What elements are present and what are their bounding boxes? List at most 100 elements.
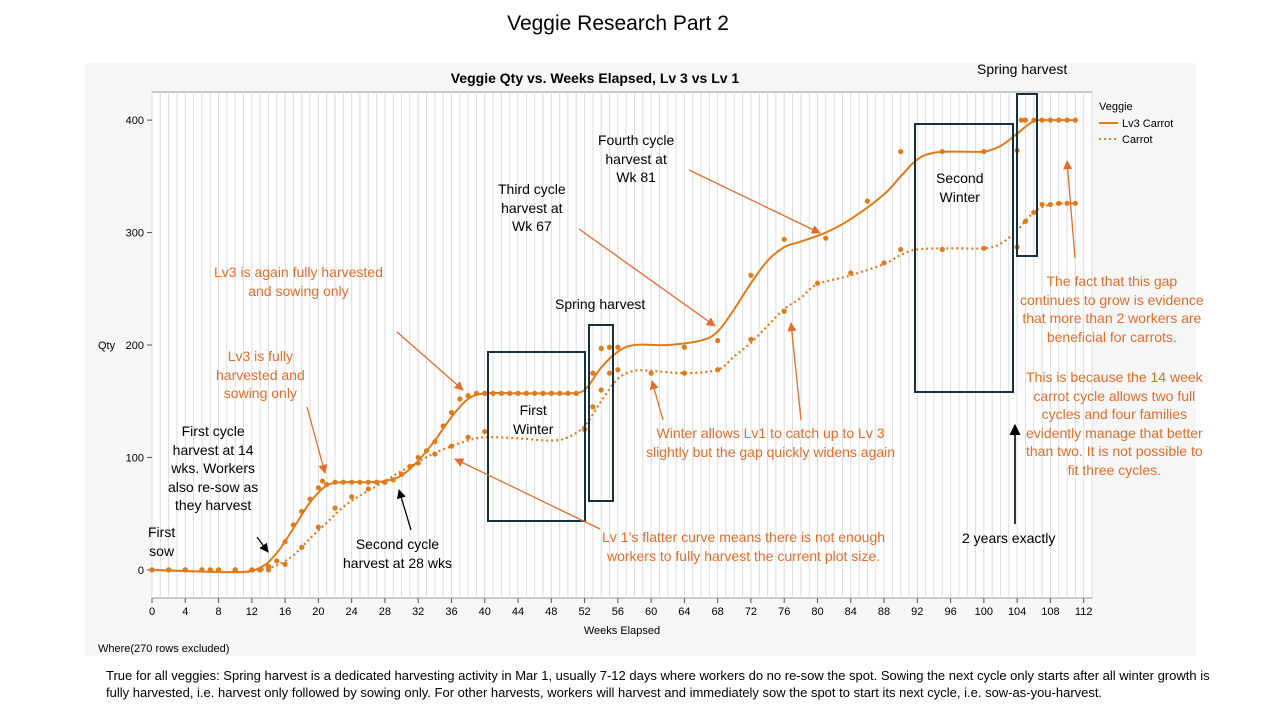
data-point-lv3-carrot [523,390,529,396]
first-cycle-arrow [256,536,269,553]
legend-title: Veggie [1099,101,1133,113]
data-point-carrot [265,567,272,573]
y-tick-label: 100 [126,452,144,464]
y-tick-label: 0 [138,565,144,577]
data-point-carrot [814,280,821,286]
data-point-lv3-carrot [415,454,421,461]
x-tick-label: 16 [279,606,291,618]
data-point-lv3-carrot [1047,117,1054,123]
chart: Veggie Qty vs. Weeks Elapsed, Lv 3 vs Lv… [98,70,1173,655]
data-point-carrot [715,367,721,373]
data-point-carrot [432,451,438,457]
data-point-lv3-carrot [864,198,870,204]
x-tick-label: 12 [246,606,258,618]
data-point-lv3-carrot [898,148,904,155]
annotation-fourth-cycle: Fourth cycle harvest at Wk 81 [598,132,675,185]
annotation-second-winter: Second Winter [936,170,984,205]
slide-title: Veggie Research Part 2 [507,12,729,35]
data-point-carrot [166,567,172,573]
data-point-lv3-carrot [1018,117,1024,123]
data-point-lv3-carrot [1064,117,1070,123]
x-axis-ticks: 0 4 8 12 16 20 24 28 32 36 40 44 48 52 56 60 64 68 72 76 80 8… [149,598,1092,618]
data-point-lv3-carrot [319,478,326,484]
data-point-lv3-carrot [432,439,438,445]
annotation-lv1-flatter: Lv 1’s flatter curve means there is not … [602,529,886,564]
data-point-carrot [1064,200,1070,206]
x-tick-label: 28 [379,606,391,618]
data-point-lv3-carrot [1031,117,1037,123]
data-point-lv3-carrot [473,390,480,396]
x-tick-label: 92 [911,606,923,618]
data-point-carrot [881,260,887,266]
x-tick-label: 4 [182,606,188,618]
second-winter-box [914,123,1014,393]
x-tick-label: 108 [1041,606,1059,618]
data-point-lv3-carrot [390,477,396,483]
data-point-lv3-carrot [465,393,471,399]
grid-lines [151,92,1093,598]
winter-allows-arrow-2 [787,322,802,421]
x-tick-label: 8 [215,606,221,618]
data-point-lv3-carrot [332,479,338,485]
data-point-carrot [681,370,687,376]
annotation-spring-harvest-2: Spring harvest [977,61,1068,77]
data-point-carrot [898,246,904,253]
data-point-carrot [465,434,471,440]
data-point-carrot [398,471,405,477]
data-point-carrot [382,479,388,485]
annotation-lv3-fully-harvested: Lv3 is fully harvested and sowing only [216,348,305,401]
annotation-two-years: 2 years exactly [962,530,1056,546]
lv3-fully-harvested-arrow [306,406,328,474]
data-point-carrot [282,561,288,567]
data-point-lv3-carrot [606,344,613,350]
first-winter-box [487,351,586,522]
x-tick-label: 80 [811,606,823,618]
data-point-lv3-carrot [748,272,754,278]
data-point-lv3-carrot [532,390,538,396]
x-tick-label: 100 [975,606,993,618]
x-tick-label: 96 [944,606,956,618]
data-point-carrot [482,428,488,435]
data-point-carrot [349,494,355,500]
data-point-lv3-carrot [365,479,371,485]
data-point-carrot [1047,201,1054,208]
legend: Veggie Lv3 Carrot Carrot [1099,101,1173,146]
data-point-lv3-carrot [357,479,363,485]
data-point-lv3-carrot [1056,117,1062,123]
data-point-lv3-carrot [340,479,346,485]
second-cycle-arrow [396,489,412,531]
data-point-lv3-carrot [315,485,321,491]
data-point-lv3-carrot [565,390,571,396]
data-point-lv3-carrot [290,522,297,528]
data-point-lv3-carrot [590,370,596,376]
lv3-again-arrow [396,331,464,391]
data-point-carrot [1031,209,1037,215]
data-point-carrot [848,270,854,276]
plot-area [151,91,1093,599]
data-point-carrot [1072,200,1078,206]
data-point-lv3-carrot [823,235,829,241]
data-point-lv3-carrot [573,390,579,396]
data-point-carrot [939,246,945,253]
x-tick-label: 72 [745,606,757,618]
data-point-lv3-carrot [448,409,455,416]
x-tick-label: 56 [612,606,624,618]
x-tick-label: 84 [845,606,857,618]
legend-entry-carrot: Carrot [1122,134,1153,146]
data-point-carrot [215,567,222,573]
chart-footer: Where(270 rows excluded) [98,643,229,655]
data-point-lv3-carrot [515,390,521,396]
y-axis-label: Qty [98,340,116,352]
data-point-lv3-carrot [681,344,687,350]
annotation-third-cycle: Third cycle harvest at Wk 67 [498,181,566,234]
x-tick-label: 76 [778,606,790,618]
data-point-lv3-carrot [282,539,288,545]
data-point-carrot [299,544,305,550]
annotation-first-sow: First sow [148,524,176,559]
winter-allows-arrow-1 [649,380,664,421]
data-point-carrot [199,567,205,573]
data-point-lv3-carrot [440,423,446,429]
x-tick-label: 32 [412,606,424,618]
data-point-carrot [590,404,596,410]
data-point-lv3-carrot [299,508,305,515]
